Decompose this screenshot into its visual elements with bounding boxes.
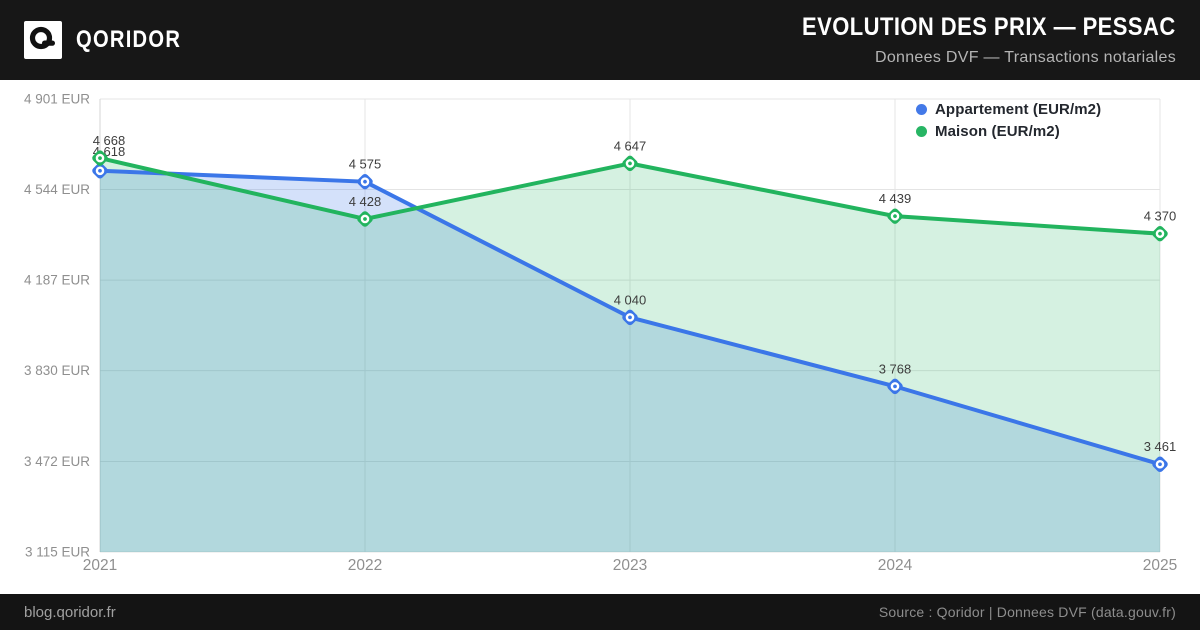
y-axis-tick-label: 3 472 EUR xyxy=(24,454,90,469)
footer-site-url: blog.qoridor.fr xyxy=(24,603,116,621)
legend-item-maison: Maison (EUR/m2) xyxy=(916,122,1101,141)
data-point-marker xyxy=(92,150,108,166)
point-value-label: 4 668 xyxy=(93,133,126,148)
x-axis-tick-label: 2024 xyxy=(878,557,913,574)
footer-bar: blog.qoridor.fr Source : Qoridor | Donne… xyxy=(0,594,1200,630)
data-point-marker xyxy=(92,163,108,179)
data-point-marker xyxy=(357,173,373,190)
brand-name: QORIDOR xyxy=(76,26,182,53)
point-value-label: 4 040 xyxy=(614,292,647,307)
x-axis-tick-label: 2022 xyxy=(348,557,382,574)
legend-item-appartement: Appartement (EUR/m2) xyxy=(916,100,1101,119)
point-value-label: 4 647 xyxy=(614,138,647,153)
header-bar: QORIDOR EVOLUTION DES PRIX — PESSAC Donn… xyxy=(0,0,1200,80)
point-value-label: 4 428 xyxy=(349,194,382,209)
point-value-label: 4 439 xyxy=(879,191,912,206)
data-point-marker xyxy=(1152,225,1168,242)
data-point-marker xyxy=(887,378,903,395)
data-point-marker xyxy=(357,211,373,227)
appartement-dot-icon xyxy=(916,104,927,115)
data-point-marker xyxy=(1152,456,1168,472)
y-axis-tick-label: 3 115 EUR xyxy=(25,545,90,560)
data-point-marker xyxy=(887,208,903,224)
point-value-label: 3 768 xyxy=(879,361,912,376)
point-value-label: 3 461 xyxy=(1144,439,1177,454)
legend-label: Appartement (EUR/m2) xyxy=(935,101,1102,118)
series-area xyxy=(100,158,1160,552)
point-value-label: 4 575 xyxy=(349,157,382,172)
series-area xyxy=(100,170,1160,552)
y-axis-tick-label: 4 544 EUR xyxy=(24,182,90,197)
y-axis-tick-label: 3 830 EUR xyxy=(24,363,90,378)
price-evolution-chart: 4 618 4 575 4 040 3 768 3 461 4 668 4 428 4 647… xyxy=(0,80,1200,594)
x-axis-tick-label: 2021 xyxy=(83,557,117,574)
data-point-marker xyxy=(622,309,638,326)
data-point-marker xyxy=(622,155,638,172)
page-title: EVOLUTION DES PRIX — PESSAC xyxy=(802,13,1176,41)
footer-source: Source : Qoridor | Donnees DVF (data.gou… xyxy=(878,604,1176,620)
q-logo-icon xyxy=(29,26,55,50)
x-axis-tick-label: 2023 xyxy=(613,557,647,574)
maison-dot-icon xyxy=(916,126,927,137)
brand: QORIDOR xyxy=(24,21,201,59)
y-axis-tick-label: 4 901 EUR xyxy=(24,92,90,107)
y-axis-tick-label: 4 187 EUR xyxy=(24,273,90,288)
legend-label: Maison (EUR/m2) xyxy=(935,123,1060,140)
chart-legend: Appartement (EUR/m2) Maison (EUR/m2) xyxy=(916,100,1101,141)
qoridor-logo xyxy=(24,21,62,59)
page-subtitle: Donnees DVF — Transactions notariales xyxy=(874,49,1176,66)
x-axis-tick-label: 2025 xyxy=(1143,557,1177,574)
point-value-label: 4 370 xyxy=(1144,209,1177,224)
